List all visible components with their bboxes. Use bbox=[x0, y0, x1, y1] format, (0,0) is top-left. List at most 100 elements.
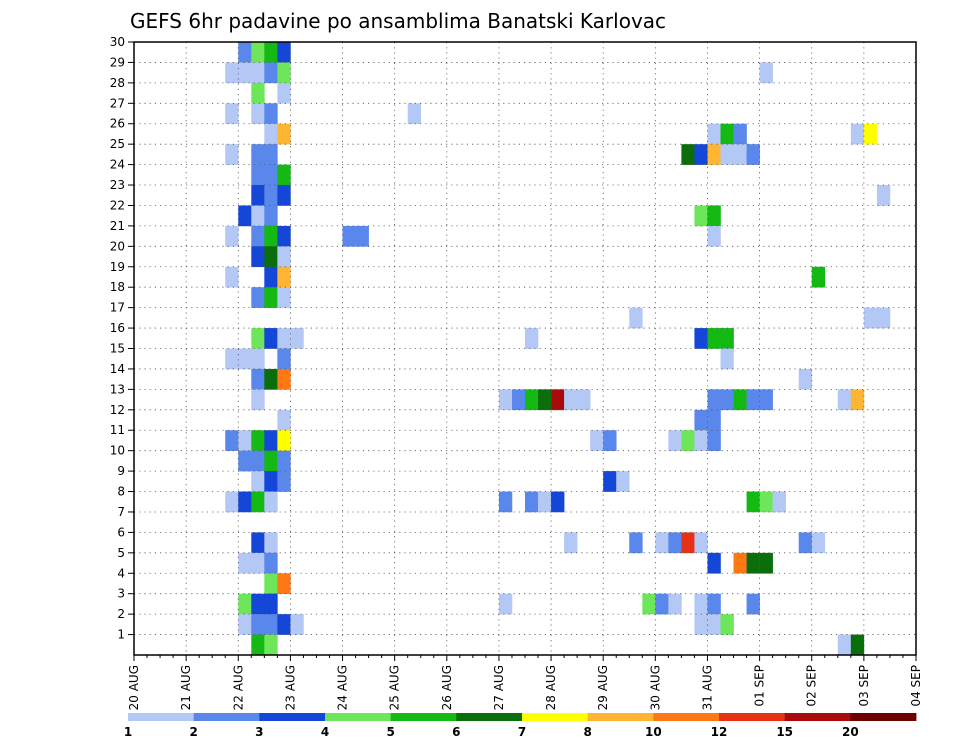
y-tick-label: 18 bbox=[110, 280, 125, 294]
precip-cell bbox=[733, 552, 747, 574]
precip-cell bbox=[538, 491, 552, 513]
precip-cell bbox=[277, 409, 291, 431]
precip-cell bbox=[707, 409, 721, 431]
precip-cell bbox=[251, 634, 265, 656]
precip-cell bbox=[264, 450, 278, 472]
precip-cell bbox=[603, 471, 617, 492]
y-tick-label: 29 bbox=[110, 55, 125, 69]
precip-cell bbox=[681, 144, 695, 165]
precip-cell bbox=[264, 185, 278, 206]
precip-cell bbox=[577, 389, 591, 411]
y-tick-label: 14 bbox=[110, 362, 125, 376]
precip-cell bbox=[251, 144, 265, 165]
y-tick-label: 1 bbox=[117, 628, 125, 642]
precip-cell bbox=[238, 42, 252, 63]
precip-cell bbox=[681, 532, 695, 554]
precip-cell bbox=[264, 164, 278, 186]
precip-cell bbox=[407, 103, 422, 125]
precip-cell bbox=[655, 532, 669, 554]
precip-cell bbox=[251, 614, 265, 635]
x-tick-label: 04 SEP bbox=[909, 665, 923, 707]
precip-cell bbox=[277, 266, 291, 288]
y-axis: 1234567891011121314151617181920212223242… bbox=[110, 35, 134, 642]
y-tick-label: 27 bbox=[110, 96, 125, 110]
legend-label: 4 bbox=[321, 725, 329, 739]
precip-cell bbox=[746, 491, 760, 513]
cells-layer bbox=[225, 42, 891, 656]
y-tick-label: 13 bbox=[110, 382, 125, 396]
x-tick-label: 03 SEP bbox=[857, 665, 871, 707]
y-tick-label: 12 bbox=[110, 403, 125, 417]
precip-cell bbox=[720, 328, 734, 349]
precip-cell bbox=[277, 225, 291, 247]
precip-cell bbox=[264, 287, 278, 308]
precip-cell bbox=[251, 62, 265, 84]
y-tick-label: 15 bbox=[110, 342, 125, 356]
y-tick-label: 7 bbox=[117, 505, 125, 519]
precip-cell bbox=[251, 328, 265, 349]
legend-swatch bbox=[456, 713, 523, 721]
precip-cell bbox=[290, 328, 304, 349]
precip-cell bbox=[551, 389, 565, 411]
precip-cell bbox=[251, 368, 265, 390]
chart-title: GEFS 6hr padavine po ansamblima Banatski… bbox=[130, 9, 666, 33]
legend-swatch bbox=[587, 713, 654, 721]
grid-layer bbox=[134, 41, 916, 655]
precip-cell bbox=[264, 246, 278, 268]
precip-cell bbox=[876, 185, 891, 206]
precip-cell bbox=[238, 205, 252, 227]
precip-cell bbox=[225, 144, 239, 165]
precip-cell bbox=[264, 266, 278, 288]
precip-cell bbox=[264, 328, 278, 349]
precip-cell bbox=[277, 450, 291, 472]
precip-cell bbox=[629, 307, 643, 329]
precip-cell bbox=[251, 491, 265, 513]
precip-cell bbox=[251, 42, 265, 63]
precip-cell bbox=[277, 62, 291, 84]
precip-cell bbox=[238, 491, 252, 513]
precip-cell bbox=[668, 593, 682, 615]
legend-swatch bbox=[719, 713, 786, 721]
precip-cell bbox=[251, 430, 265, 451]
precip-cell bbox=[277, 82, 291, 104]
y-tick-label: 10 bbox=[110, 444, 125, 458]
precip-cell bbox=[668, 430, 682, 451]
precip-cell bbox=[264, 532, 278, 554]
precip-cell bbox=[733, 389, 747, 411]
x-axis: 20 AUG 21 AUG 22 AUG 23 AUG 24 AUG 25 AUG 26 A… bbox=[127, 655, 923, 710]
precip-cell bbox=[837, 389, 852, 411]
precip-cell bbox=[733, 144, 747, 165]
legend-label: 7 bbox=[518, 725, 526, 739]
precip-cell bbox=[694, 614, 708, 635]
legend-label: 3 bbox=[255, 725, 263, 739]
precip-cell bbox=[277, 246, 291, 268]
precip-cell bbox=[264, 430, 278, 451]
precip-cell bbox=[720, 144, 734, 165]
precip-cell bbox=[603, 430, 617, 451]
precip-cell bbox=[707, 389, 721, 411]
x-tick-label: 21 AUG bbox=[179, 665, 193, 710]
precip-cell bbox=[876, 307, 891, 329]
precip-cell bbox=[498, 491, 513, 513]
precip-cell bbox=[342, 225, 356, 247]
precip-cell bbox=[629, 532, 643, 554]
y-tick-label: 16 bbox=[110, 321, 125, 335]
precip-cell bbox=[264, 552, 278, 574]
precip-cell bbox=[277, 185, 291, 206]
precip-cell bbox=[694, 409, 708, 431]
precip-cell bbox=[238, 348, 252, 370]
precip-cell bbox=[277, 348, 291, 370]
precip-cell bbox=[251, 593, 265, 615]
precip-cell bbox=[720, 123, 734, 145]
precip-cell bbox=[694, 430, 708, 451]
legend-swatch bbox=[390, 713, 457, 721]
precip-cell bbox=[251, 389, 265, 411]
y-tick-label: 23 bbox=[110, 178, 125, 192]
precip-cell bbox=[525, 328, 539, 349]
precip-cell bbox=[251, 103, 265, 125]
x-tick-label: 24 AUG bbox=[336, 665, 350, 710]
precip-cell bbox=[251, 552, 265, 574]
precip-cell bbox=[746, 389, 760, 411]
y-tick-label: 6 bbox=[117, 525, 125, 539]
precip-cell bbox=[746, 593, 760, 615]
